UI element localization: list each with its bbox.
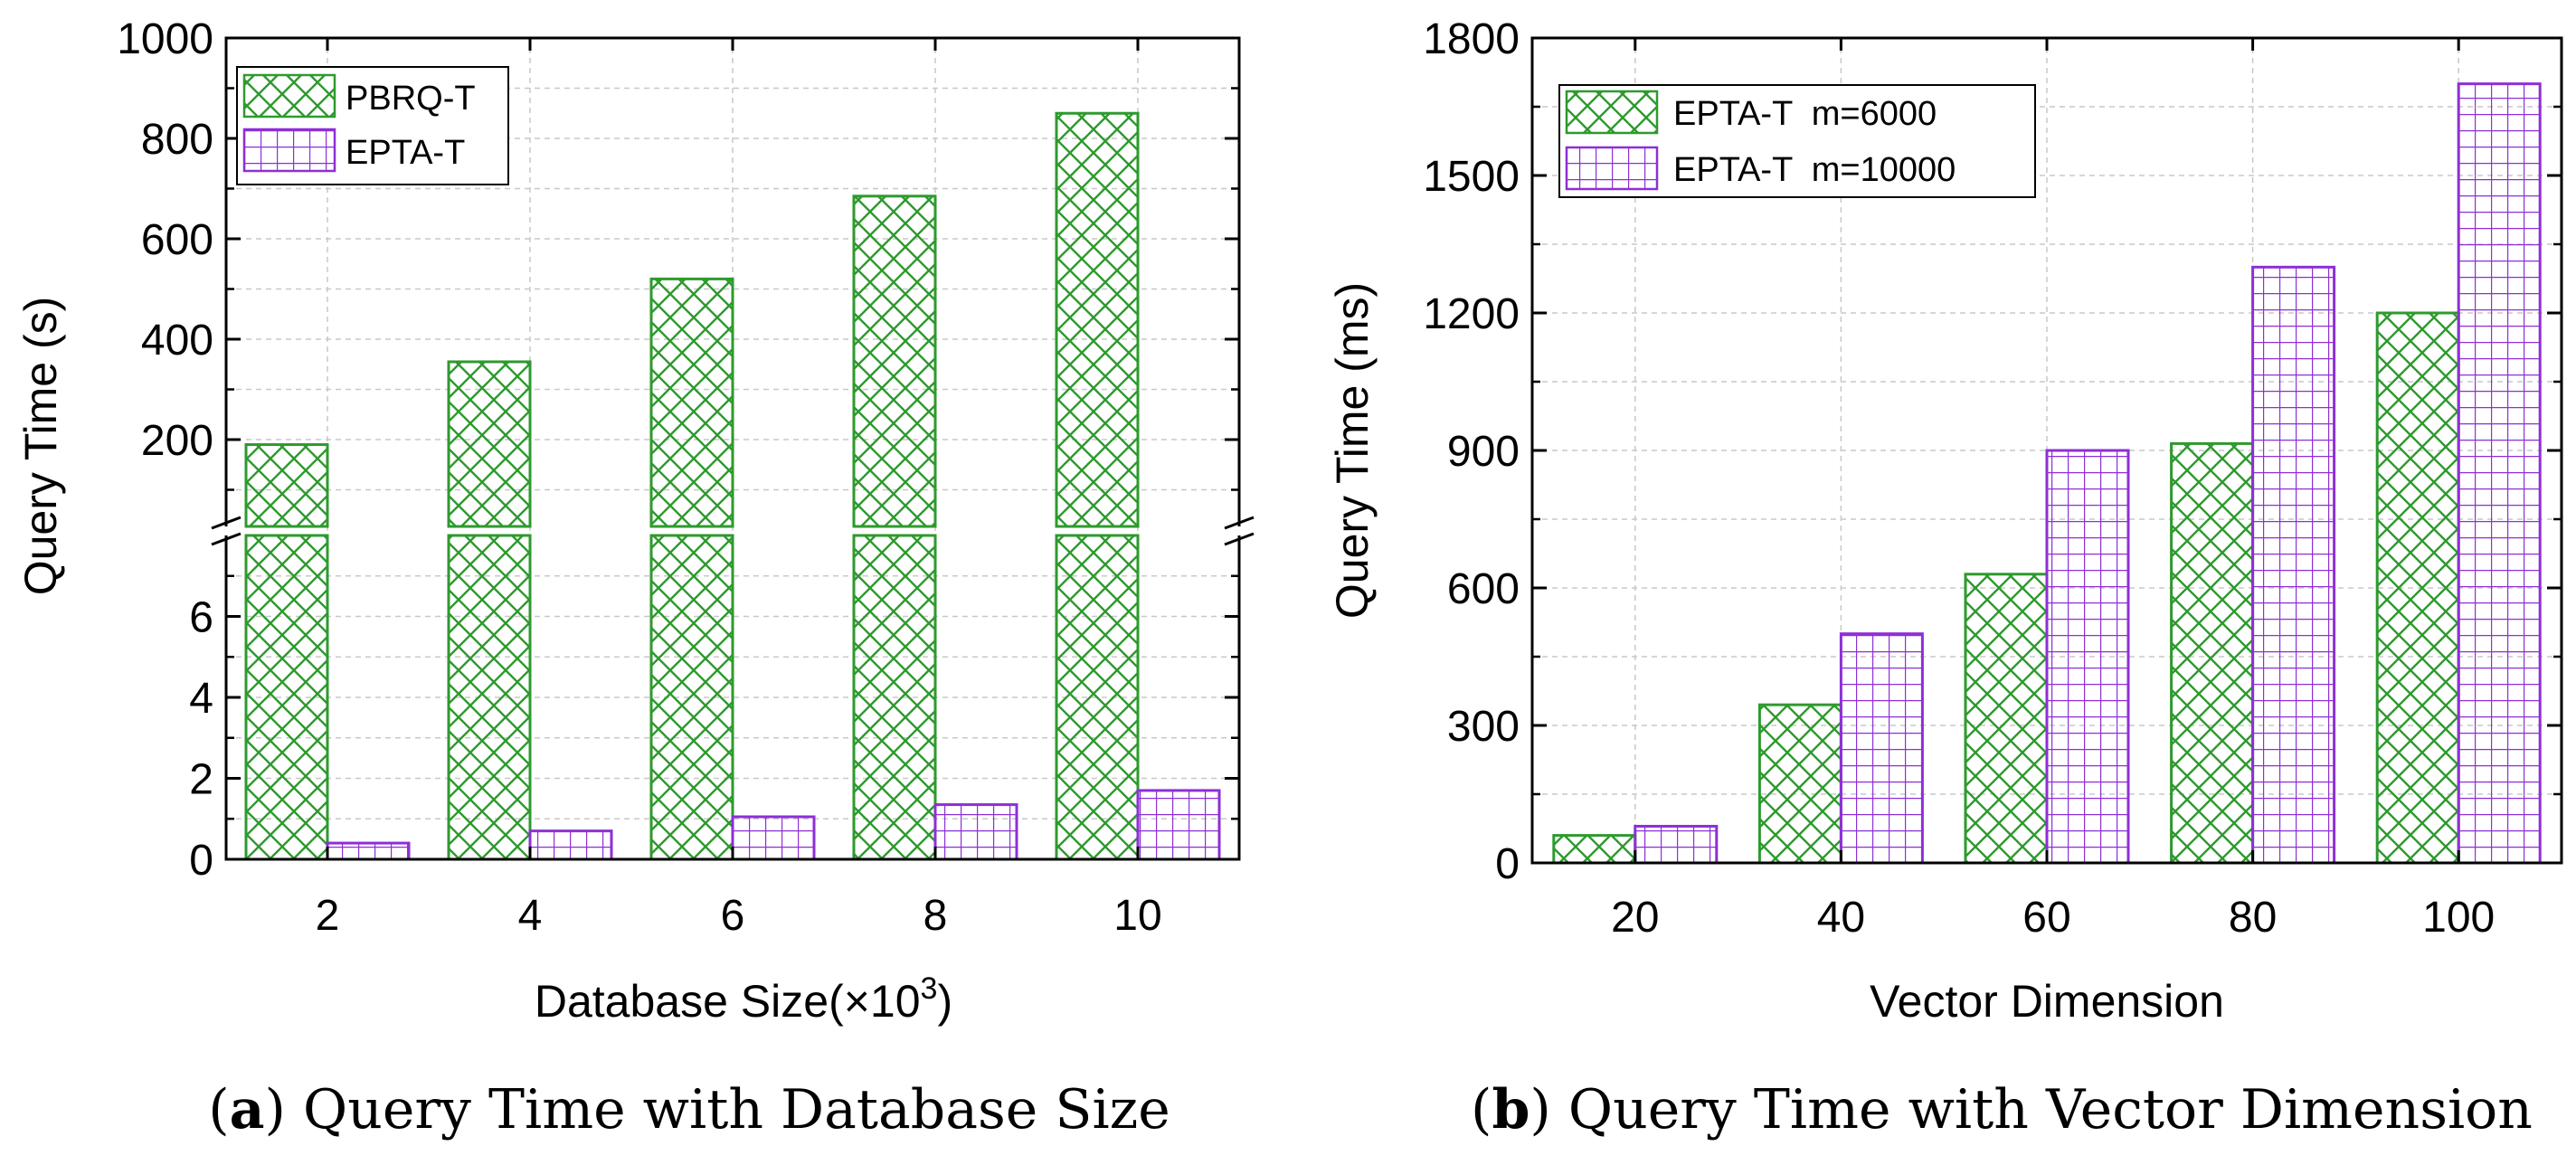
b-y-tick-label: 900 (1447, 428, 1520, 476)
a-legend-swatch-epta (242, 128, 336, 173)
a-bar-pbrq-lower (649, 534, 734, 861)
a-caption-label: a (230, 1078, 265, 1141)
b-bar-m6000 (2375, 311, 2460, 865)
a-bar-epta (731, 815, 816, 861)
a-bar-epta (326, 841, 411, 861)
a-y-tick-label: 600 (141, 216, 213, 264)
a-x-axis-title: Database Size(×103) (535, 971, 952, 1027)
chart-b: 20 40 60 80 100 0 300 600 900 1200 1500 1800 Query … (1327, 15, 2563, 1141)
a-legend: PBRQ-T EPTA-T (236, 66, 509, 185)
b-x-tick-label: 100 (2422, 894, 2495, 942)
b-ticks: 20 40 60 80 100 0 300 600 900 1200 1500 1800 (1423, 15, 2562, 942)
b-x-axis-title: Vector Dimension (1870, 976, 2224, 1027)
b-caption-text: Query Time with Vector Dimension (1568, 1078, 2533, 1141)
a-y-tick-label: 400 (141, 317, 213, 365)
a-axis-break-mark (211, 532, 242, 546)
a-x-tick-label: 6 (721, 892, 745, 940)
b-y-tick-label: 1800 (1423, 15, 1520, 63)
a-bar-pbrq-upper (447, 360, 532, 528)
chart-a: 2 4 6 8 10 0 2 4 6 200 400 600 800 1000 Query Time (s… (15, 15, 1255, 1141)
a-caption-text: Query Time with Database Size (303, 1078, 1170, 1141)
b-y-tick-label: 1500 (1423, 153, 1520, 201)
b-bar-m6000 (1757, 703, 1842, 865)
a-axis-break-mark (211, 516, 242, 530)
b-caption: (b) Query Time with Vector Dimension (1471, 1078, 2533, 1141)
b-bar-m10000 (2045, 449, 2130, 865)
b-legend: EPTA-T m=6000 EPTA-T m=10000 (1558, 84, 2036, 198)
b-x-tick-label: 60 (2022, 894, 2070, 942)
a-caption-open: ( (208, 1078, 229, 1141)
b-x-tick-label: 80 (2229, 894, 2277, 942)
a-x-tick-label: 8 (923, 892, 948, 940)
a-bar-epta (528, 829, 613, 861)
a-y-tick-label: 4 (189, 675, 213, 723)
b-y-tick-label: 0 (1495, 840, 1520, 888)
a-axis-break-mark (1224, 516, 1255, 530)
a-legend-label-epta: EPTA-T (346, 134, 465, 172)
b-legend-label-6000: EPTA-T m=6000 (1673, 95, 1937, 133)
a-bar-pbrq-lower (1055, 534, 1140, 861)
a-y-tick-label: 6 (189, 594, 213, 642)
a-axis-break-mark (1224, 532, 1255, 546)
b-bar-m10000 (2251, 265, 2336, 865)
a-y-axis-title: Query Time (s) (15, 297, 66, 596)
a-y-tick-label: 200 (141, 417, 213, 465)
b-bar-m10000 (1634, 824, 1719, 865)
a-bar-pbrq-upper (244, 443, 329, 528)
a-bar-epta (933, 803, 1018, 861)
a-x-tick-label: 10 (1113, 892, 1161, 940)
a-bar-pbrq-lower (244, 534, 329, 861)
b-y-tick-label: 1200 (1423, 290, 1520, 338)
a-y-tick-label: 1000 (117, 15, 213, 63)
a-y-tick-label: 2 (189, 756, 213, 804)
b-x-tick-label: 20 (1611, 894, 1659, 942)
b-bar-m6000 (1552, 834, 1637, 865)
a-bar-epta (1136, 789, 1221, 861)
b-legend-label-10000: EPTA-T m=10000 (1673, 151, 1956, 189)
b-y-tick-label: 600 (1447, 565, 1520, 613)
b-bars (1552, 82, 2542, 865)
a-caption-close: ) (265, 1078, 303, 1141)
b-legend-swatch-6000 (1565, 90, 1659, 135)
a-bar-pbrq-upper (649, 277, 734, 528)
a-y-tick-label: 800 (141, 116, 213, 164)
a-bar-pbrq-lower (852, 534, 937, 861)
a-legend-swatch-pbrq (242, 73, 336, 118)
b-caption-close: ) (1530, 1078, 1567, 1141)
b-bar-m10000 (1839, 632, 1924, 865)
a-x-tick-label: 4 (518, 892, 543, 940)
a-bar-pbrq-lower (447, 534, 532, 861)
a-bars (244, 111, 1221, 861)
a-bar-pbrq-upper (852, 194, 937, 528)
b-caption-open: ( (1471, 1078, 1492, 1141)
a-x-tick-label: 2 (316, 892, 340, 940)
b-legend-swatch-10000 (1565, 146, 1659, 191)
b-bar-m6000 (1964, 573, 2049, 865)
b-caption-label: b (1492, 1078, 1530, 1141)
a-y-tick-label: 0 (189, 837, 213, 885)
b-bar-m6000 (2170, 441, 2255, 865)
b-y-axis-title: Query Time (ms) (1327, 282, 1378, 619)
a-legend-label-pbrq: PBRQ-T (346, 80, 476, 118)
b-x-tick-label: 40 (1817, 894, 1865, 942)
a-caption: (a) Query Time with Database Size (208, 1078, 1170, 1141)
b-y-tick-label: 300 (1447, 703, 1520, 751)
a-bar-pbrq-upper (1055, 111, 1140, 528)
a-ticks: 2 4 6 8 10 0 2 4 6 200 400 600 800 1000 (117, 15, 1239, 940)
b-bar-m10000 (2457, 82, 2542, 865)
